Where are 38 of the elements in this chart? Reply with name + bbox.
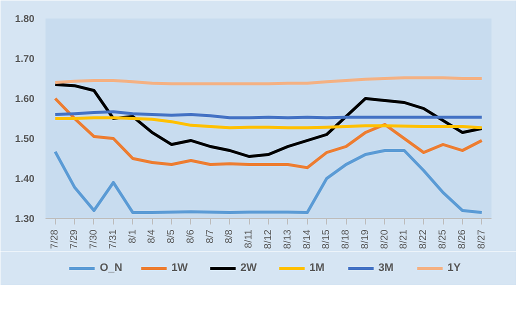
y-tick-label: 1.80 bbox=[15, 14, 35, 25]
x-tick-label: 8/20 bbox=[379, 229, 390, 249]
x-tick-label: 8/11 bbox=[244, 229, 255, 248]
x-tick-label: 8/8 bbox=[224, 229, 236, 244]
x-tick-label: 7/28 bbox=[50, 229, 61, 249]
x-tick-label: 8/13 bbox=[282, 229, 294, 249]
legend-label: 1M bbox=[309, 262, 326, 274]
x-tick-label: 8/1 bbox=[127, 229, 138, 244]
x-tick-label: 8/7 bbox=[204, 229, 216, 244]
y-tick-label: 1.30 bbox=[15, 214, 35, 225]
x-tick-label: 8/25 bbox=[438, 229, 449, 249]
y-tick-label: 1.60 bbox=[15, 94, 35, 105]
y-tick-label: 1.50 bbox=[15, 134, 35, 145]
legend-label: 1Y bbox=[447, 262, 462, 274]
legend-label: O_N bbox=[100, 262, 122, 274]
legend-label: 2W bbox=[240, 262, 258, 274]
x-tick-label: 8/27 bbox=[476, 229, 488, 249]
x-tick-label: 8/12 bbox=[263, 229, 274, 249]
x-tick-label: 8/6 bbox=[185, 229, 196, 244]
x-tick-label: 7/30 bbox=[88, 229, 100, 249]
x-tick-label: 8/22 bbox=[418, 229, 430, 249]
legend-label: 1W bbox=[171, 262, 189, 274]
line-series bbox=[54, 97, 484, 170]
x-tick-label: 8/15 bbox=[321, 229, 332, 249]
legend-label: 3M bbox=[378, 262, 395, 274]
x-tick-label: 7/31 bbox=[108, 229, 119, 249]
x-tick-label: 8/21 bbox=[398, 229, 410, 249]
y-tick-label: 1.40 bbox=[15, 174, 35, 185]
x-tick-label: 8/5 bbox=[166, 229, 178, 244]
line-series bbox=[54, 116, 484, 130]
x-tick-label: 8/19 bbox=[360, 229, 371, 249]
y-tick-label: 1.70 bbox=[15, 54, 35, 65]
x-tick-label: 8/4 bbox=[146, 229, 158, 244]
x-tick-label: 8/26 bbox=[456, 229, 468, 249]
x-tick-label: 8/14 bbox=[302, 229, 313, 249]
x-tick-label: 8/18 bbox=[340, 229, 352, 249]
line-series bbox=[54, 149, 484, 214]
x-tick-label: 7/29 bbox=[69, 229, 80, 249]
